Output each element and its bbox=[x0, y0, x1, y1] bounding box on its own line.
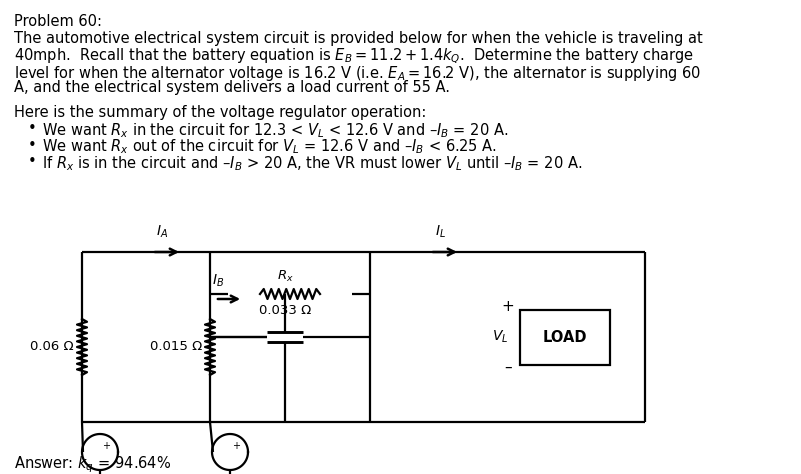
Text: We want $R_x$ in the circuit for 12.3 < $V_L$ < 12.6 V and –$I_B$ = 20 A.: We want $R_x$ in the circuit for 12.3 < … bbox=[42, 121, 508, 140]
Text: Here is the summary of the voltage regulator operation:: Here is the summary of the voltage regul… bbox=[14, 105, 426, 120]
Text: level for when the alternator voltage is 16.2 V (i.e. $E_A = 16.2$ V), the alter: level for when the alternator voltage is… bbox=[14, 64, 702, 82]
Text: LOAD: LOAD bbox=[543, 329, 587, 345]
Text: $R_x$: $R_x$ bbox=[276, 269, 293, 284]
Text: The automotive electrical system circuit is provided below for when the vehicle : The automotive electrical system circuit… bbox=[14, 30, 702, 46]
Text: 40mph.  Recall that the battery equation is $E_B = 11.2 + 1.4k_Q$.  Determine th: 40mph. Recall that the battery equation … bbox=[14, 47, 694, 66]
Text: $I_B$: $I_B$ bbox=[212, 273, 224, 289]
Text: •: • bbox=[28, 154, 37, 169]
Text: +: + bbox=[501, 299, 514, 314]
Text: A, and the electrical system delivers a load current of 55 A.: A, and the electrical system delivers a … bbox=[14, 80, 450, 95]
Text: •: • bbox=[28, 121, 37, 136]
Text: •: • bbox=[28, 138, 37, 153]
Text: $V_L$: $V_L$ bbox=[492, 329, 508, 345]
Bar bbox=[520, 310, 610, 365]
Text: $I_A$: $I_A$ bbox=[156, 224, 168, 240]
Text: $I_L$: $I_L$ bbox=[434, 224, 445, 240]
Text: If $R_x$ is in the circuit and –$I_B$ > 20 A, the VR must lower $V_L$ until –$I_: If $R_x$ is in the circuit and –$I_B$ > … bbox=[42, 154, 582, 173]
Text: +: + bbox=[102, 441, 110, 451]
Text: +: + bbox=[232, 441, 240, 451]
Text: 0.033 Ω: 0.033 Ω bbox=[259, 304, 311, 317]
Text: Answer: $k_q$ = 94.64%: Answer: $k_q$ = 94.64% bbox=[14, 454, 171, 474]
Text: 0.015 Ω: 0.015 Ω bbox=[150, 340, 202, 354]
Text: We want $R_x$ out of the circuit for $V_L$ = 12.6 V and –$I_B$ < 6.25 A.: We want $R_x$ out of the circuit for $V_… bbox=[42, 138, 497, 156]
Text: –: – bbox=[504, 360, 512, 375]
Text: Problem 60:: Problem 60: bbox=[14, 14, 102, 29]
Text: 0.06 Ω: 0.06 Ω bbox=[30, 340, 74, 354]
